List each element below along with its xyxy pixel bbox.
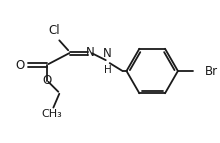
Text: N: N (86, 46, 94, 59)
Text: O: O (15, 59, 25, 72)
Text: N: N (103, 47, 112, 60)
Text: CH₃: CH₃ (41, 109, 62, 119)
Text: Br: Br (205, 64, 218, 78)
Text: H: H (104, 65, 112, 75)
Text: O: O (43, 74, 52, 87)
Text: Cl: Cl (49, 24, 60, 37)
